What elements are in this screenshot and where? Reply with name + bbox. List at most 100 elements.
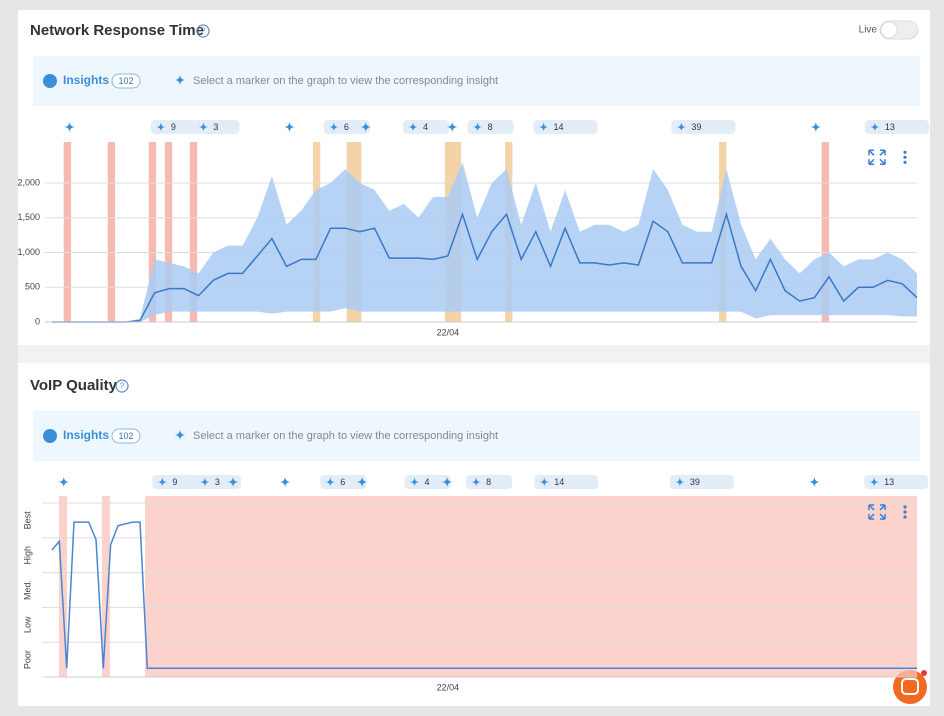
incident-highlight[interactable] bbox=[145, 496, 917, 677]
range-band bbox=[52, 162, 917, 322]
y-tick-label: 2,000 bbox=[17, 177, 40, 187]
marker-count: 6 bbox=[340, 477, 345, 487]
marker-pill[interactable] bbox=[671, 120, 736, 134]
marker-count: 4 bbox=[425, 477, 430, 487]
marker-icon bbox=[155, 122, 166, 132]
chat-icon bbox=[901, 678, 919, 695]
marker-icon bbox=[199, 477, 210, 487]
marker-pill[interactable] bbox=[466, 475, 513, 489]
marker-pill[interactable] bbox=[193, 120, 240, 134]
x-tick-label: 22/04 bbox=[437, 682, 460, 692]
marker-count: 13 bbox=[885, 122, 895, 132]
marker-pill[interactable] bbox=[669, 475, 734, 489]
y-tick-label: Med. bbox=[22, 580, 32, 600]
y-tick-label: 1,500 bbox=[17, 212, 40, 222]
marker-pill[interactable] bbox=[864, 475, 929, 489]
marker-count: 6 bbox=[344, 122, 349, 132]
marker-icon[interactable] bbox=[279, 476, 292, 488]
marker-icon bbox=[539, 477, 550, 487]
help-icon-glyph: ? bbox=[201, 27, 206, 36]
insights-label[interactable]: Insights bbox=[63, 73, 109, 87]
marker-icon[interactable] bbox=[227, 476, 240, 488]
marker-icon bbox=[674, 477, 685, 487]
marker-icon[interactable] bbox=[359, 121, 372, 133]
y-tick-label: 500 bbox=[25, 282, 40, 292]
insights-hint: Select a marker on the graph to view the… bbox=[193, 430, 498, 442]
panel-title: Network Response Time bbox=[30, 22, 204, 39]
help-icon-glyph: ? bbox=[120, 382, 125, 391]
insights-hint: Select a marker on the graph to view the… bbox=[193, 75, 498, 87]
insights-label[interactable]: Insights bbox=[63, 428, 109, 442]
incident-highlight[interactable] bbox=[101, 496, 110, 677]
marker-pill[interactable] bbox=[467, 120, 514, 134]
insights-icon bbox=[43, 74, 57, 88]
marker-icon[interactable] bbox=[63, 121, 76, 133]
y-tick-label: Best bbox=[22, 511, 32, 530]
marker-icon bbox=[471, 477, 482, 487]
menu-dot[interactable] bbox=[903, 150, 907, 154]
incident-highlight[interactable] bbox=[148, 142, 157, 322]
insights-icon bbox=[43, 429, 57, 443]
marker-icon[interactable] bbox=[809, 121, 822, 133]
menu-dot[interactable] bbox=[903, 160, 907, 164]
marker-icon[interactable] bbox=[441, 476, 454, 488]
marker-count: 39 bbox=[690, 477, 700, 487]
help-icon[interactable] bbox=[115, 379, 129, 393]
marker-count: 13 bbox=[884, 477, 894, 487]
menu-dot[interactable] bbox=[903, 515, 907, 519]
menu-dot[interactable] bbox=[903, 510, 907, 514]
toggle-knob bbox=[880, 21, 898, 39]
live-label: Live bbox=[859, 25, 878, 36]
series-line bbox=[52, 211, 918, 323]
insights-count: 102 bbox=[118, 76, 133, 86]
marker-pill[interactable] bbox=[533, 120, 598, 134]
marker-pill[interactable] bbox=[534, 475, 599, 489]
expand-icon[interactable] bbox=[868, 504, 886, 520]
marker-count: 39 bbox=[691, 122, 701, 132]
marker-count: 8 bbox=[488, 122, 493, 132]
menu-dot[interactable] bbox=[903, 155, 907, 159]
incident-highlight[interactable] bbox=[189, 142, 198, 322]
marker-count: 14 bbox=[554, 122, 564, 132]
marker-icon bbox=[869, 122, 880, 132]
y-tick-label: 1,000 bbox=[17, 247, 40, 257]
marker-icon[interactable] bbox=[446, 121, 459, 133]
insights-count-pill bbox=[111, 73, 141, 89]
marker-pill[interactable] bbox=[150, 120, 197, 134]
marker-count: 4 bbox=[423, 122, 428, 132]
marker-icon bbox=[869, 477, 880, 487]
marker-pill[interactable] bbox=[323, 120, 370, 134]
incident-highlight[interactable] bbox=[164, 142, 173, 322]
marker-pill[interactable] bbox=[320, 475, 367, 489]
marker-pill[interactable] bbox=[404, 475, 451, 489]
expand-icon[interactable] bbox=[868, 149, 886, 166]
series-line bbox=[51, 521, 917, 670]
marker-count: 14 bbox=[554, 477, 564, 487]
chat-badge bbox=[921, 670, 927, 676]
incident-highlight[interactable] bbox=[107, 142, 116, 322]
y-tick-label: Low bbox=[22, 616, 32, 633]
menu-dot[interactable] bbox=[903, 505, 907, 509]
marker-pill[interactable] bbox=[403, 120, 450, 134]
marker-icon bbox=[472, 122, 483, 132]
incident-highlight[interactable] bbox=[63, 142, 72, 322]
marker-pill[interactable] bbox=[152, 475, 199, 489]
incident-highlight[interactable] bbox=[58, 496, 68, 677]
marker-pill[interactable] bbox=[194, 475, 241, 489]
chat-button[interactable] bbox=[893, 670, 927, 704]
marker-count: 9 bbox=[171, 122, 176, 132]
incident-highlight[interactable] bbox=[821, 142, 830, 322]
marker-icon bbox=[198, 122, 209, 132]
insights-count-pill bbox=[111, 428, 141, 444]
y-tick-label: Poor bbox=[22, 650, 32, 669]
help-icon[interactable] bbox=[196, 24, 210, 38]
marker-count: 8 bbox=[486, 477, 491, 487]
marker-icon[interactable] bbox=[283, 121, 296, 133]
marker-icon[interactable] bbox=[808, 476, 821, 488]
marker-icon[interactable] bbox=[57, 476, 70, 488]
marker-count: 3 bbox=[215, 477, 220, 487]
marker-pill[interactable] bbox=[864, 120, 929, 134]
marker-icon[interactable] bbox=[356, 476, 369, 488]
